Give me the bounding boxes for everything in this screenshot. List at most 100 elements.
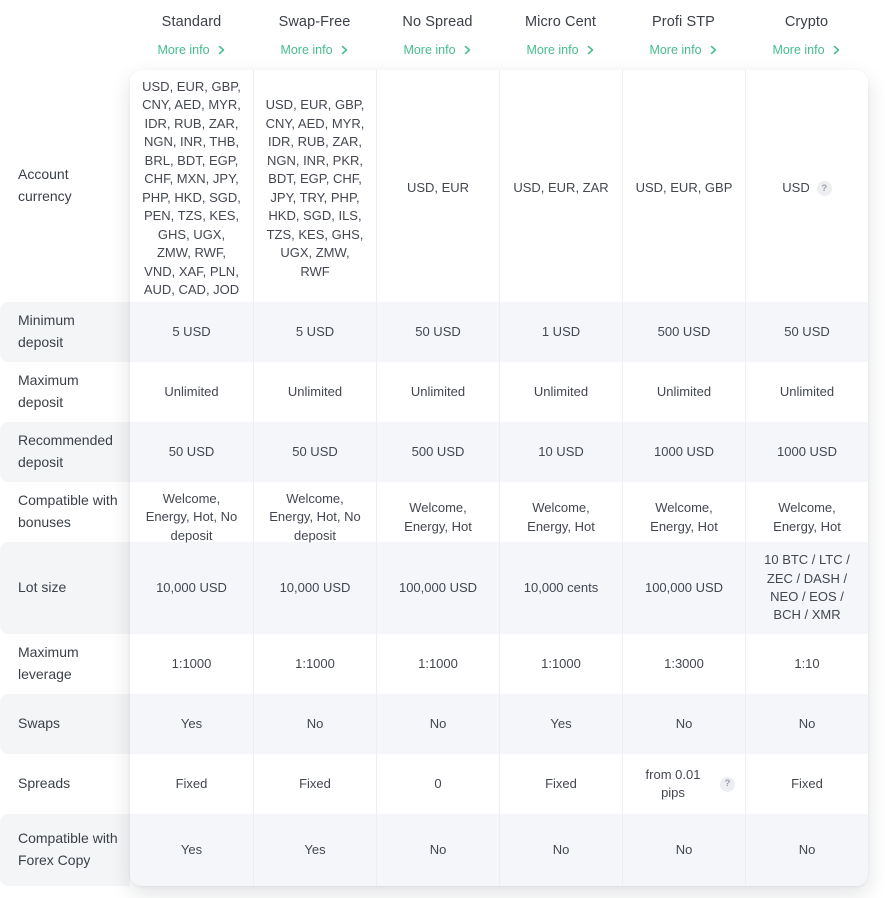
chevron-right-icon [464,45,470,55]
column-header-no-spread: No Spread More info [376,0,499,70]
table-row-lot-size: 10,000 USD 10,000 USD 100,000 USD 10,000… [130,542,868,634]
table-cell: Welcome, Energy, Hot [745,482,868,554]
table-cell: 100,000 USD [376,542,499,634]
table-cell: 1:10 [745,634,868,694]
table-cell: 500 USD [376,422,499,482]
more-info-label: More info [526,43,579,57]
table-cell: 1:1000 [376,634,499,694]
table-cell: 10 BTC / LTC / ZEC / DASH / NEO / EOS / … [745,542,868,634]
help-tooltip-icon[interactable]: ? [720,776,735,792]
chevron-right-icon [587,45,593,55]
table-cell: Unlimited [164,383,219,399]
row-label: Lot size [18,579,67,596]
table-cell: 100,000 USD [622,542,745,634]
table-cell: USD, EUR, GBP, CNY, AED, MYR, IDR, RUB, … [142,79,241,297]
table-cell: No [745,814,868,886]
table-row-minimum-deposit: 5 USD 5 USD 50 USD 1 USD 500 USD 50 USD [130,302,868,362]
column-header-profi-stp: Profi STP More info [622,0,745,70]
more-info-link[interactable]: More info [403,43,471,57]
table-cell: Welcome, Energy, Hot [376,482,499,554]
table-row-maximum-leverage: 1:1000 1:1000 1:1000 1:1000 1:3000 1:10 [130,634,868,694]
more-info-label: More info [649,43,702,57]
column-title: Swap-Free [278,14,351,30]
table-cell: 1 USD [499,302,622,362]
column-title: Crypto [784,14,829,30]
table-cell: Welcome, Energy, Hot, No deposit [253,482,376,554]
row-label: Compatible with Forex Copy [18,830,118,868]
help-tooltip-icon[interactable]: ? [816,181,832,197]
table-cell: Yes [180,715,203,731]
cell-text: from 0.01 pips [645,766,701,800]
table-cell: Fixed [253,754,376,814]
row-label-cell: Lot size [0,542,130,634]
chevron-right-icon [710,45,716,55]
more-info-link[interactable]: More info [649,43,717,57]
row-labels-column: Account currency Minimum deposit Maximum… [0,70,130,886]
table-cell: No [376,694,499,754]
cell-text: USD [782,180,810,196]
table-cell: 10,000 USD [253,542,376,634]
table-row-maximum-deposit: Unlimited Unlimited Unlimited Unlimited … [130,362,868,422]
table-cell: 1:1000 [253,634,376,694]
table-cell: 1000 USD [745,422,868,482]
table-cell: No [745,694,868,754]
table-cell: Unlimited [745,362,868,422]
table-cell: Yes [253,814,376,886]
table-cell: Unlimited [499,362,622,422]
column-header-swap-free: Swap-Free More info [253,0,376,70]
row-label-cell: Maximum deposit [0,362,130,422]
table-cell: No [253,694,376,754]
row-label: Maximum deposit [18,372,79,410]
table-cell: 50 USD [376,302,499,362]
table-cell: Unlimited [376,362,499,422]
table-cell: No [622,694,745,754]
column-title: Profi STP [652,14,715,30]
table-cell: Yes [180,841,203,857]
column-header-micro-cent: Micro Cent More info [499,0,622,70]
more-info-link[interactable]: More info [280,43,348,57]
row-label: Minimum deposit [18,312,75,350]
table-row-recommended-deposit: 50 USD 50 USD 500 USD 10 USD 1000 USD 10… [130,422,868,482]
table-cell: No [376,814,499,886]
account-comparison-card: USD, EUR, GBP, CNY, AED, MYR, IDR, RUB, … [130,70,868,886]
table-cell: 10,000 USD [156,579,227,595]
table-cell: Yes [499,694,622,754]
table-cell: Fixed [499,754,622,814]
column-title: Standard [161,14,222,30]
table-cell: 1:3000 [622,634,745,694]
table-cell: No [499,814,622,886]
table-cell: Welcome, Energy, Hot, No deposit [145,491,238,543]
table-cell: 50 USD [745,302,868,362]
more-info-label: More info [772,43,825,57]
table-cell: from 0.01 pips? [622,754,745,814]
row-label-cell: Compatible with Forex Copy [0,814,130,886]
table-cell: USD, EUR, ZAR [499,70,622,308]
table-cell: 5 USD [253,302,376,362]
table-cell: 1:1000 [171,655,212,671]
more-info-link[interactable]: More info [526,43,594,57]
table-cell: No [622,814,745,886]
table-cell: USD? [745,70,868,308]
table-cell: Unlimited [622,362,745,422]
row-label-cell: Spreads [0,754,130,814]
row-label-cell: Swaps [0,694,130,754]
row-label-cell: Maximum leverage [0,634,130,694]
table-row-compatible-with-forex-copy: Yes Yes No No No No [130,814,868,886]
chevron-right-icon [833,45,839,55]
more-info-label: More info [157,43,210,57]
column-title: Micro Cent [524,14,597,30]
row-label: Spreads [18,775,71,792]
more-info-link[interactable]: More info [157,43,225,57]
table-cell: 50 USD [168,443,215,459]
row-label: Compatible with bonuses [18,492,118,530]
table-cell: 5 USD [172,323,211,339]
column-header-crypto: Crypto More info [745,0,868,70]
column-header-standard: Standard More info [130,0,253,70]
table-row-compatible-with-bonuses: Welcome, Energy, Hot, No deposit Welcome… [130,482,868,554]
account-types-header: Standard More info Swap-Free More info N… [130,0,868,70]
table-cell: 500 USD [622,302,745,362]
table-cell: Welcome, Energy, Hot [622,482,745,554]
row-label: Swaps [18,715,61,732]
more-info-link[interactable]: More info [772,43,840,57]
table-cell: USD, EUR, GBP, CNY, AED, MYR, IDR, RUB, … [253,70,376,308]
